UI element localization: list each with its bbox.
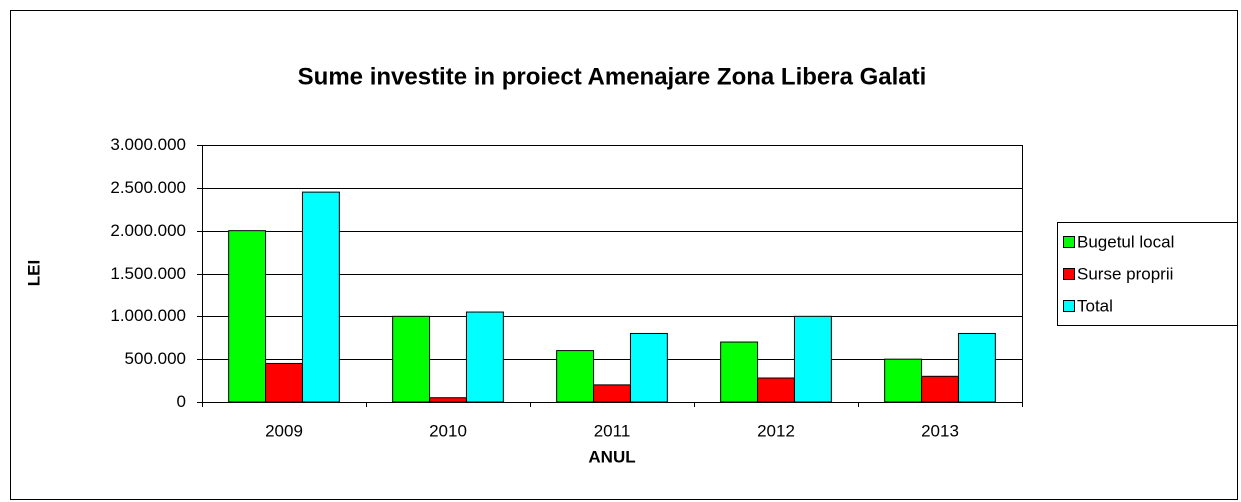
y-axis-label: LEI bbox=[24, 260, 43, 286]
bar bbox=[429, 397, 467, 403]
y-tick-label: 1.000.000 bbox=[110, 306, 186, 325]
bar bbox=[629, 332, 668, 403]
y-tick-label: 0 bbox=[177, 392, 186, 411]
x-tick-label: 2010 bbox=[429, 421, 467, 440]
y-tick-label: 3.000.000 bbox=[110, 135, 186, 154]
x-axis-label: ANUL bbox=[588, 447, 635, 466]
legend-swatch bbox=[1063, 268, 1075, 280]
bar bbox=[465, 311, 504, 403]
y-tick-label: 2.500.000 bbox=[110, 178, 186, 197]
bar bbox=[556, 350, 595, 403]
bar bbox=[793, 315, 832, 403]
bar bbox=[392, 315, 431, 403]
legend-swatch bbox=[1063, 236, 1075, 248]
bar bbox=[921, 375, 959, 403]
x-tick-label: 2013 bbox=[921, 421, 959, 440]
bar bbox=[720, 341, 759, 403]
y-tick-label: 500.000 bbox=[125, 349, 186, 368]
x-tick-label: 2012 bbox=[757, 421, 795, 440]
bar bbox=[228, 230, 267, 403]
bar bbox=[593, 384, 631, 403]
bar bbox=[757, 377, 795, 403]
x-tick-label: 2009 bbox=[265, 421, 303, 440]
bar bbox=[884, 358, 923, 403]
bar bbox=[265, 362, 303, 403]
chart-title: Sume investite in proiect Amenajare Zona… bbox=[298, 63, 927, 90]
legend-label: Surse proprii bbox=[1077, 264, 1173, 283]
legend-label: Bugetul local bbox=[1077, 232, 1174, 251]
bar bbox=[301, 191, 340, 403]
legend-box bbox=[1057, 222, 1238, 326]
legend-swatch bbox=[1063, 300, 1075, 312]
y-tick-label: 1.500.000 bbox=[110, 264, 186, 283]
y-tick-label: 2.000.000 bbox=[110, 221, 186, 240]
legend-label: Total bbox=[1077, 296, 1113, 315]
bar bbox=[957, 332, 996, 403]
x-tick-label: 2011 bbox=[594, 421, 631, 440]
